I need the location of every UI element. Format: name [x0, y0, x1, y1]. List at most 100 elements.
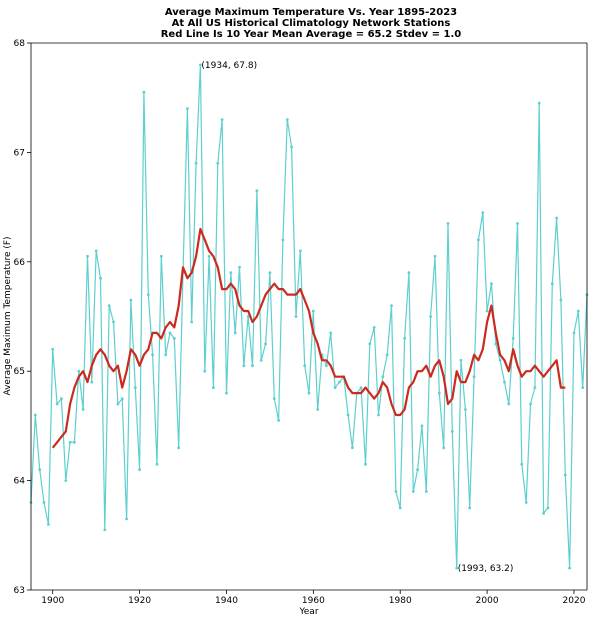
- x-axis-label: Year: [298, 607, 318, 617]
- annual-point: [207, 254, 211, 258]
- annual-point: [64, 479, 68, 482]
- annual-point: [103, 528, 107, 532]
- annual-point: [190, 320, 194, 324]
- annual-point: [485, 309, 489, 313]
- annual-point: [503, 380, 506, 384]
- annual-point: [455, 566, 459, 570]
- annual-point: [329, 331, 333, 335]
- annual-point: [68, 440, 72, 444]
- annual-point: [51, 347, 55, 351]
- annual-point: [555, 216, 558, 220]
- annual-point: [285, 118, 289, 121]
- annual-point: [311, 309, 315, 313]
- annual-point: [429, 315, 432, 318]
- annual-point: [416, 468, 419, 472]
- annual-point: [407, 271, 411, 275]
- title-line-2: At All US Historical Climatology Network…: [172, 18, 451, 29]
- annual-point: [524, 501, 528, 504]
- annual-point: [529, 402, 532, 406]
- annual-point: [290, 145, 293, 149]
- annual-point: [316, 408, 320, 411]
- annual-point: [42, 501, 46, 504]
- annual-point: [73, 440, 76, 444]
- annual-point: [116, 402, 120, 406]
- annual-point: [255, 189, 259, 193]
- y-tick-label: 65: [14, 367, 25, 377]
- x-tick-label: 2000: [476, 596, 499, 606]
- annual-point: [129, 298, 133, 302]
- annual-point: [446, 222, 450, 225]
- annual-point: [146, 293, 150, 296]
- annual-point: [81, 408, 85, 411]
- annual-point: [242, 364, 246, 368]
- annual-point: [468, 506, 472, 510]
- annual-point: [212, 386, 215, 389]
- annual-point: [346, 413, 350, 417]
- annual-point: [433, 254, 437, 258]
- annual-point: [90, 380, 94, 384]
- annual-point: [442, 446, 446, 450]
- annual-point: [377, 413, 380, 417]
- annual-point: [107, 304, 111, 307]
- annual-point: [507, 402, 511, 406]
- annual-point: [420, 424, 424, 428]
- annual-point: [203, 369, 207, 373]
- annual-point: [281, 238, 285, 242]
- annual-point: [294, 315, 298, 318]
- chart-title: Average Maximum Temperature Vs. Year 189…: [161, 7, 462, 40]
- x-tick-label: 1900: [41, 596, 64, 606]
- annual-point: [229, 271, 233, 275]
- annual-point: [359, 386, 363, 389]
- annual-point: [403, 337, 406, 340]
- annual-point: [516, 222, 519, 225]
- annual-point: [125, 517, 128, 521]
- annual-point: [172, 337, 176, 340]
- annual-point: [576, 309, 580, 313]
- annual-point: [572, 331, 576, 335]
- x-tick-label: 1960: [302, 596, 325, 606]
- annual-point: [398, 506, 402, 510]
- annual-point: [168, 331, 172, 335]
- annual-point: [368, 342, 372, 346]
- annual-point: [138, 468, 142, 472]
- axes-frame: [30, 42, 588, 591]
- annual-point: [47, 523, 50, 526]
- annual-point: [568, 566, 571, 570]
- annual-point: [325, 364, 328, 368]
- y-tick-label: 64: [14, 477, 26, 487]
- annual-point: [164, 353, 168, 357]
- y-axis-ticks: 63 64 65 66 67 68: [14, 39, 31, 596]
- annual-point: [225, 391, 228, 395]
- annual-point: [33, 413, 37, 417]
- annual-point: [177, 446, 181, 450]
- y-tick-label: 66: [14, 258, 26, 268]
- annual-point: [563, 473, 567, 477]
- annual-point: [38, 468, 42, 472]
- annotation-label: (1993, 63.2): [458, 564, 514, 574]
- annual-point: [220, 118, 224, 121]
- annual-point: [155, 462, 159, 466]
- annual-point: [159, 254, 163, 258]
- title-line-3: Red Line Is 10 Year Mean Average = 65.2 …: [161, 29, 462, 40]
- annual-point: [120, 397, 124, 400]
- annual-point: [233, 331, 237, 335]
- annual-point: [272, 397, 276, 400]
- annual-point: [581, 386, 585, 389]
- y-tick-label: 68: [14, 39, 26, 49]
- annual-point: [77, 369, 81, 373]
- annual-point: [277, 419, 280, 422]
- annual-point: [251, 364, 254, 368]
- x-tick-label: 1980: [389, 596, 412, 606]
- annual-point: [542, 512, 545, 515]
- annual-point: [55, 402, 59, 406]
- annual-point: [533, 386, 537, 389]
- annual-point: [99, 276, 102, 280]
- annual-point: [133, 386, 137, 389]
- title-line-1: Average Maximum Temperature Vs. Year 189…: [165, 7, 457, 18]
- y-tick-label: 63: [14, 586, 25, 596]
- annual-point: [142, 90, 146, 94]
- annual-point: [498, 358, 502, 362]
- annual-point: [390, 304, 393, 307]
- annual-point: [511, 337, 515, 340]
